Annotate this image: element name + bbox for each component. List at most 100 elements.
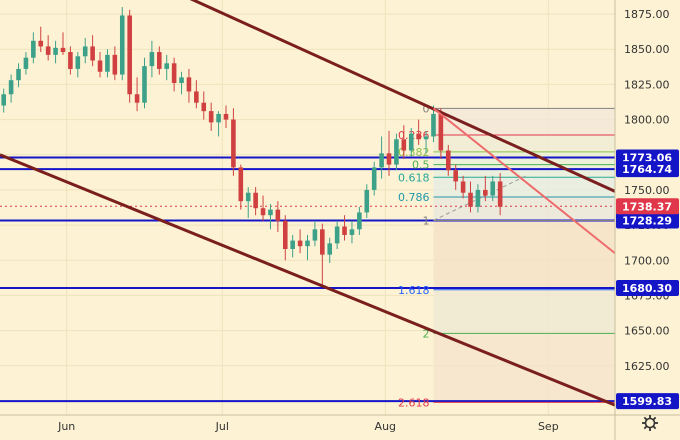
candle-body [282,220,288,249]
time-axis[interactable]: Jun Jul Aug Sep [0,414,680,433]
price-level-label: 1764.74 [622,163,672,176]
fib-label: 0.618 [398,171,430,184]
fib-zone [433,220,615,290]
candle [38,26,44,53]
candle [379,136,384,179]
candle-body [201,102,207,112]
candle [16,63,21,88]
candle-body [260,208,266,216]
candle [297,229,303,254]
fib-label: 0.5 [412,159,430,172]
candle [45,35,51,61]
candle [453,164,458,190]
candle [53,40,58,64]
candle [423,130,429,154]
candle-body [82,46,88,57]
candle-body [357,212,362,230]
candle [460,175,466,199]
candle-body [90,46,95,61]
price-axis[interactable]: 1875.001850.001825.001800.001775.001750.… [614,0,679,440]
candle [445,144,451,176]
fib-label: 1.618 [398,284,430,297]
candle-body [149,52,155,67]
candle [282,215,288,261]
channel-lower-line [0,153,616,407]
candle [416,119,421,145]
candle [268,203,273,230]
time-tick-label: Jul [215,420,229,433]
candle [208,102,214,131]
candle-body [497,181,503,207]
gear-tooth [643,416,648,421]
candle-body [23,57,29,69]
candle [216,111,221,137]
gear-tooth [652,425,657,430]
candle [468,181,473,213]
candle-body [386,153,392,165]
candle-body [268,209,273,216]
candle-body [142,66,147,103]
price-level-tag [616,393,679,410]
price-tick-label: 1850.00 [624,43,670,56]
candle [483,175,488,202]
candle [1,88,7,113]
candle-body [334,226,340,244]
candle-body [453,170,458,182]
candle-body [1,94,7,106]
candle [142,57,147,109]
fib-zone [433,289,615,334]
candle-body [179,77,184,83]
candle [157,46,162,75]
candle [320,223,325,286]
candle-body [171,63,177,83]
candle-body [38,40,44,47]
candle-body [401,139,407,151]
candle [342,215,347,241]
candle-body [157,52,162,69]
price-tick-label: 1700.00 [624,254,670,267]
candle-body [164,63,170,69]
fib-zone [433,164,615,178]
candle-body [216,113,221,123]
candle-body [208,111,214,123]
candle [438,108,444,159]
candle [97,52,103,78]
candle [186,68,192,103]
candle-body [53,47,58,55]
price-level-label: 1599.83 [622,395,672,408]
candle-body [490,181,496,196]
candle [68,46,73,75]
candle [475,184,481,213]
candle-body [223,113,229,120]
current-price-label: 1738.37 [622,200,672,213]
candle-body [349,229,355,235]
candle [371,161,377,196]
candle-body [312,229,318,241]
candle [127,9,132,103]
trendlines [0,0,616,407]
candle [238,164,244,210]
price-tick-label: 1650.00 [624,325,670,338]
candles [1,7,503,286]
fib-zone [433,135,615,152]
candle [312,220,318,247]
candle-body [468,192,473,207]
fib-zone [433,196,615,221]
fib-label: 0 [422,102,429,115]
price-tick-label: 1750.00 [624,184,670,197]
price-tick-label: 1800.00 [624,114,670,127]
candle-body [134,94,140,103]
candle [164,54,170,81]
gear-ring [644,417,656,429]
candle-body [112,54,118,75]
candle-body [423,136,429,140]
candle-body [275,209,281,221]
descending-trendline [432,107,616,255]
price-level-tag [616,212,679,229]
candle [490,175,496,202]
candle [82,37,88,64]
gear-icon[interactable] [642,415,658,431]
price-level-tag [616,161,679,178]
